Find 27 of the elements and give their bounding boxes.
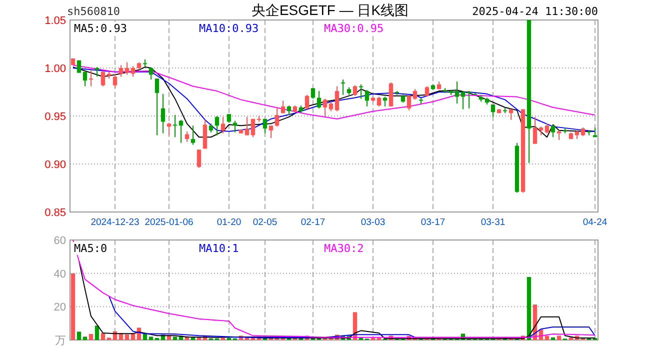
x-tick-label: 04-24 [582,217,608,228]
y-tick-label: 0.90 [44,159,66,171]
y-tick-label: 40 [54,268,66,280]
text: MA5:0.93 [74,22,127,35]
series-label: MA5:0 [74,242,108,255]
x-tick-label: 03-31 [480,217,506,228]
y-tick-label: 0.95 [44,111,66,123]
x-tick-label: 02-05 [252,217,278,228]
x-tick-label: 03-17 [420,217,446,228]
y-tick-label: 20 [54,302,66,314]
text: MA30:0.95 [324,22,384,35]
x-tick-label: 2025-01-06 [144,217,194,228]
chart-title: 央企ESGETF — 日K线图 [251,2,409,18]
x-tick-label: 01-20 [216,217,242,228]
text: MA30:2 [324,242,364,255]
text: MA10:0.93 [199,22,259,35]
x-tick-label: 02-17 [300,217,326,228]
y-axis-title: 万 [55,335,66,347]
text: sh560810 [67,5,120,18]
y-tick-label: 60 [54,235,66,247]
x-tick-label: 2024-12-23 [90,217,140,228]
text: 2025-04-24 11:30:00 [472,5,598,18]
y-tick-label: 1.00 [44,63,66,75]
x-tick-label: 03-03 [360,217,386,228]
y-tick-label: 1.05 [44,15,66,27]
y-tick-label: 0.85 [44,207,66,219]
text: MA10:1 [199,242,239,255]
